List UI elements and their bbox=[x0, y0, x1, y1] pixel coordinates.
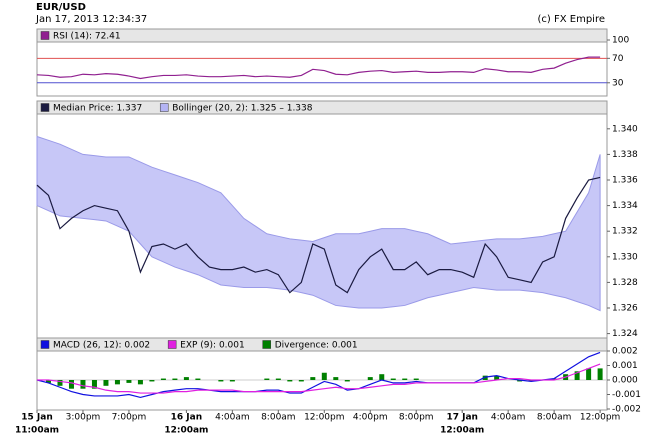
y-tick-label: 0.000 bbox=[612, 376, 638, 386]
x-tick-sublabel: 11:00am bbox=[15, 426, 59, 436]
x-tick-label: 8:00am bbox=[261, 413, 296, 423]
y-tick-label: 0.002 bbox=[612, 347, 638, 357]
bar bbox=[172, 378, 178, 380]
bar bbox=[229, 380, 235, 382]
bar bbox=[517, 380, 523, 382]
legend-swatch bbox=[159, 103, 169, 112]
x-tick-label: 4:00am bbox=[215, 413, 250, 423]
bar bbox=[379, 374, 385, 380]
bar bbox=[68, 380, 74, 389]
y-tick-label: 30 bbox=[612, 78, 624, 88]
bar bbox=[597, 368, 603, 380]
legend-swatch bbox=[40, 103, 50, 112]
legend-swatch bbox=[167, 340, 177, 349]
bar bbox=[137, 380, 143, 385]
legend-swatch bbox=[40, 340, 50, 349]
x-tick-sublabel: 12:00am bbox=[440, 426, 484, 436]
x-tick-label: 4:00pm bbox=[353, 413, 388, 423]
bar bbox=[413, 378, 419, 380]
legend-strip bbox=[36, 28, 608, 43]
series-line bbox=[36, 176, 601, 294]
bar bbox=[103, 380, 109, 386]
bar bbox=[333, 377, 339, 380]
legend-label: Divergence: 0.001 bbox=[275, 341, 358, 351]
bar bbox=[264, 378, 270, 380]
x-tick-label: 15 Jan bbox=[21, 413, 53, 423]
bar bbox=[321, 372, 327, 380]
bar bbox=[494, 375, 500, 380]
legend-swatch bbox=[40, 31, 50, 40]
bar bbox=[574, 371, 580, 380]
x-tick-sublabel: 12:00am bbox=[164, 426, 208, 436]
x-tick-label: 4:00am bbox=[491, 413, 526, 423]
timestamp: Jan 17, 2013 12:34:37 bbox=[35, 14, 147, 25]
bar bbox=[160, 378, 166, 380]
bar bbox=[344, 380, 350, 382]
y-tick-label: 0.001 bbox=[612, 361, 638, 371]
bar bbox=[183, 377, 189, 380]
y-tick-label: 100 bbox=[612, 36, 629, 46]
legend-label: MACD (26, 12): 0.002 bbox=[53, 341, 150, 351]
y-tick-label: 1.330 bbox=[612, 252, 638, 262]
bar bbox=[551, 378, 557, 380]
bar bbox=[218, 380, 224, 382]
legend-strip bbox=[36, 100, 608, 115]
bar bbox=[367, 377, 373, 380]
x-tick-label: 12:00pm bbox=[304, 413, 344, 423]
bar bbox=[91, 380, 97, 389]
y-tick-label: -0.002 bbox=[612, 405, 641, 415]
bar bbox=[149, 380, 155, 382]
y-tick-label: -0.001 bbox=[612, 390, 641, 400]
legend-label: RSI (14): 72.41 bbox=[53, 32, 121, 42]
y-tick-label: 1.338 bbox=[612, 150, 638, 160]
x-tick-label: 8:00pm bbox=[399, 413, 434, 423]
bar bbox=[80, 380, 86, 389]
legend-strip bbox=[36, 337, 608, 352]
bar bbox=[114, 380, 120, 385]
bar bbox=[528, 380, 534, 382]
y-tick-label: 1.328 bbox=[612, 278, 638, 288]
legend-label: EXP (9): 0.001 bbox=[180, 341, 245, 351]
y-tick-label: 1.324 bbox=[612, 329, 638, 339]
bar bbox=[195, 378, 201, 380]
bar bbox=[310, 377, 316, 380]
y-tick-label: 1.336 bbox=[612, 176, 638, 186]
x-tick-label: 8:00am bbox=[537, 413, 572, 423]
bar bbox=[275, 378, 281, 380]
bar bbox=[586, 368, 592, 380]
y-tick-label: 1.340 bbox=[612, 124, 638, 134]
x-tick-label: 12:00pm bbox=[580, 413, 620, 423]
legend-swatch bbox=[262, 340, 271, 349]
x-tick-label: 16 Jan bbox=[171, 413, 203, 423]
chart-title: EUR/USD bbox=[36, 2, 86, 13]
series-line bbox=[36, 56, 601, 80]
legend-label: Bollinger (20, 2): 1.325 – 1.338 bbox=[172, 104, 313, 114]
series-line bbox=[36, 351, 601, 399]
x-tick-label: 7:00pm bbox=[112, 413, 147, 423]
legend-label: Median Price: 1.337 bbox=[53, 104, 142, 114]
bollinger-band bbox=[36, 135, 601, 312]
series-line bbox=[37, 363, 601, 394]
x-tick-label: 3:00pm bbox=[66, 413, 101, 423]
bar bbox=[482, 375, 488, 380]
y-tick-label: 1.326 bbox=[612, 304, 638, 314]
y-tick-label: 1.332 bbox=[612, 227, 638, 237]
x-tick-label: 17 Jan bbox=[446, 413, 478, 423]
y-tick-label: 70 bbox=[612, 54, 624, 64]
bar bbox=[126, 380, 132, 383]
bar bbox=[45, 380, 51, 383]
y-tick-label: 1.334 bbox=[612, 201, 638, 211]
bar bbox=[57, 380, 63, 386]
bar bbox=[298, 380, 304, 382]
credit: (c) FX Empire bbox=[538, 14, 606, 25]
bar bbox=[402, 378, 408, 380]
bar bbox=[390, 378, 396, 380]
bar bbox=[287, 380, 293, 382]
